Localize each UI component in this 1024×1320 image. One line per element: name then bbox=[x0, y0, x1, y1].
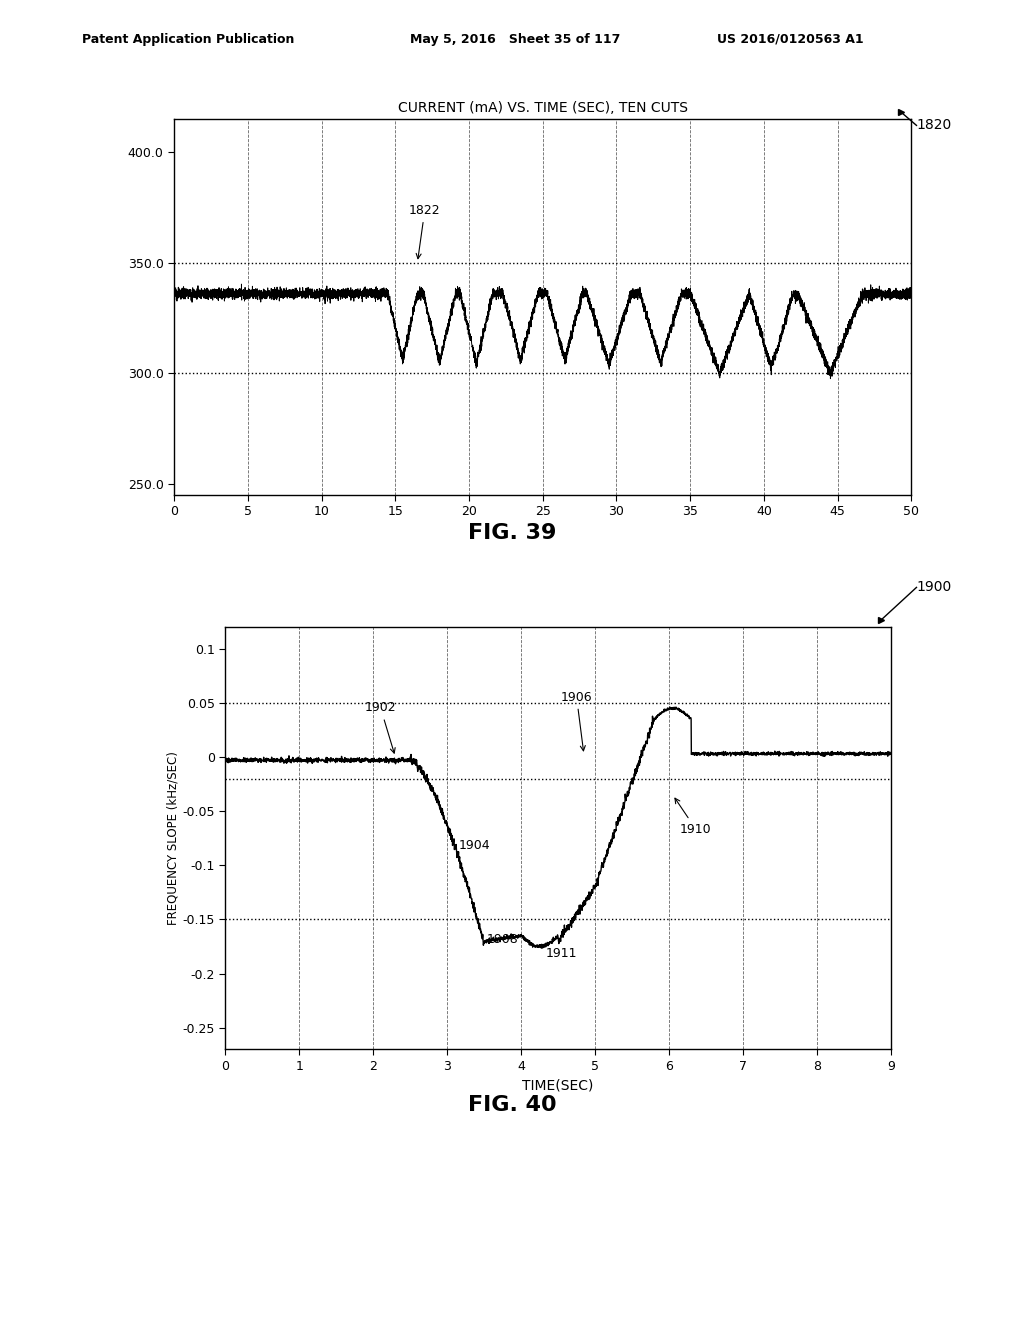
Text: 1904: 1904 bbox=[459, 840, 489, 851]
Text: FIG. 40: FIG. 40 bbox=[468, 1096, 556, 1115]
Text: 1902: 1902 bbox=[365, 701, 396, 754]
Text: Patent Application Publication: Patent Application Publication bbox=[82, 33, 294, 46]
Text: FIG. 39: FIG. 39 bbox=[468, 523, 556, 543]
Text: 1908: 1908 bbox=[486, 933, 518, 946]
Text: US 2016/0120563 A1: US 2016/0120563 A1 bbox=[717, 33, 863, 46]
Text: May 5, 2016   Sheet 35 of 117: May 5, 2016 Sheet 35 of 117 bbox=[410, 33, 620, 46]
Text: 1911: 1911 bbox=[546, 948, 578, 961]
Y-axis label: FREQUENCY SLOPE (kHz/SEC): FREQUENCY SLOPE (kHz/SEC) bbox=[167, 751, 179, 925]
Text: 1822: 1822 bbox=[409, 205, 440, 259]
Text: 1900: 1900 bbox=[916, 581, 951, 594]
Text: 1820: 1820 bbox=[916, 119, 951, 132]
Text: 1906: 1906 bbox=[561, 690, 592, 751]
Title: CURRENT (mA) VS. TIME (SEC), TEN CUTS: CURRENT (mA) VS. TIME (SEC), TEN CUTS bbox=[397, 100, 688, 115]
X-axis label: TIME(SEC): TIME(SEC) bbox=[522, 1078, 594, 1093]
Text: 1910: 1910 bbox=[675, 799, 712, 836]
